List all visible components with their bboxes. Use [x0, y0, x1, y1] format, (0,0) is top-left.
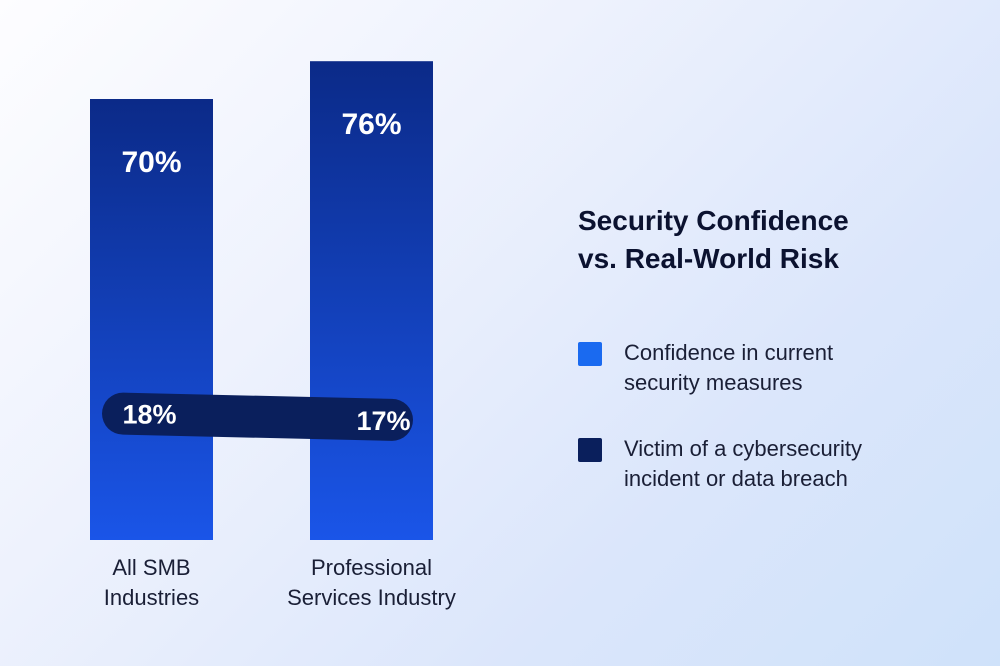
victim-value-label-1: 18% [122, 400, 176, 430]
value-labels: 70% 76% 18% 17% [121, 108, 410, 436]
category-label-1-line-1: All SMB [112, 555, 190, 580]
confidence-bar-1 [90, 99, 213, 540]
category-label-2: Professional Services Industry [287, 555, 456, 610]
legend-label-confidence: Confidence in current security measures [624, 338, 924, 398]
victim-band-shape [102, 392, 414, 441]
legend-label-victim-line-1: Victim of a cybersecurity [624, 436, 863, 461]
victim-band [102, 392, 414, 441]
chart-title-line-1: Security Confidence [578, 205, 849, 236]
chart-title-line-2: vs. Real-World Risk [578, 243, 839, 274]
category-label-1: All SMB Industries [104, 555, 199, 610]
confidence-value-label-1: 70% [121, 146, 181, 179]
legend-swatch-victim [578, 438, 602, 462]
legend-label-victim-line-2: incident or data breach [624, 466, 848, 491]
category-tick-labels: All SMB Industries Professional Services In… [104, 555, 456, 610]
category-label-1-line-2: Industries [104, 585, 199, 610]
legend-label-victim: Victim of a cybersecurity incident or da… [624, 434, 924, 494]
legend-swatch-confidence [578, 342, 602, 366]
confidence-bar-2 [310, 61, 433, 540]
legend-label-confidence-line-1: Confidence in current [624, 340, 834, 365]
legend-label-confidence-line-2: security measures [624, 370, 803, 395]
chart-title: Security Confidence vs. Real-World Risk [578, 202, 938, 278]
victim-value-label-2: 17% [356, 406, 410, 436]
confidence-bars [90, 61, 433, 540]
category-label-2-line-2: Services Industry [287, 585, 456, 610]
confidence-value-label-2: 76% [341, 108, 401, 141]
category-label-2-line-1: Professional [311, 555, 432, 580]
